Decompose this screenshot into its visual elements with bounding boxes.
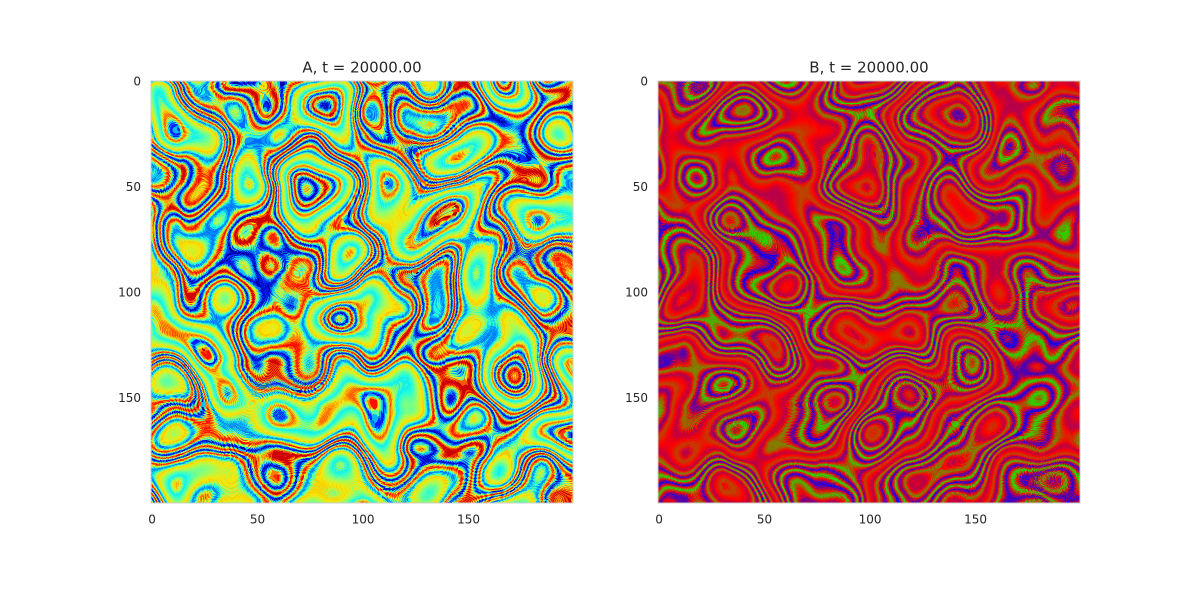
x-tick-label: 50 [250,513,265,527]
y-tick-label: 0 [133,75,141,89]
y-tick-label: 100 [625,286,648,300]
heatmap-image [151,81,573,503]
chart-title: A, t = 20000.00 [302,59,421,77]
x-tick-label: 0 [655,513,663,527]
x-tick-label: 0 [148,513,156,527]
x-tick-label: 100 [352,513,375,527]
y-tick-label: 0 [640,75,648,89]
y-tick-label: 150 [625,391,648,405]
y-tick-label: 50 [633,180,648,194]
x-tick-label: 150 [457,513,480,527]
y-tick-label: 100 [118,286,141,300]
x-tick-label: 50 [757,513,772,527]
axes-frame [657,80,1081,504]
y-tick-label: 50 [126,180,141,194]
axes-frame [150,80,574,504]
x-tick-label: 100 [859,513,882,527]
heatmap-image [658,81,1080,503]
chart-title: B, t = 20000.00 [809,59,928,77]
y-tick-label: 150 [118,391,141,405]
x-tick-label: 150 [964,513,987,527]
